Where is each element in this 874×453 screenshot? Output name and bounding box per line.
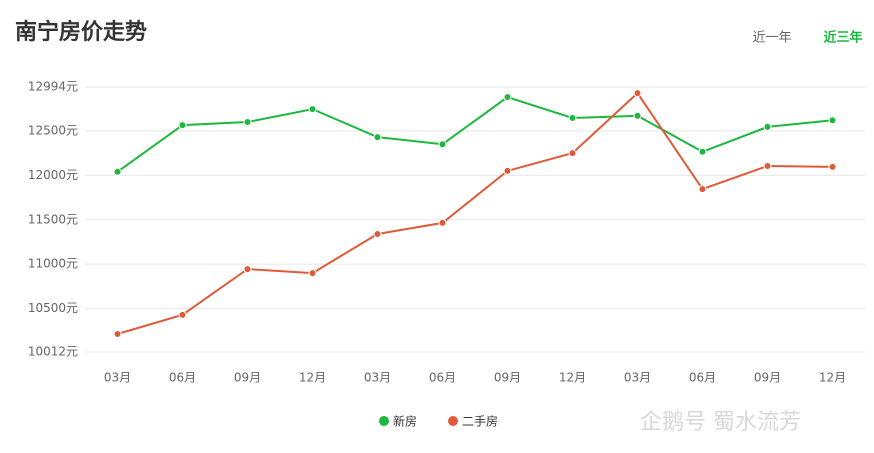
- data-point: [308, 269, 317, 278]
- y-tick-label: 12000元: [28, 168, 78, 182]
- x-tick-label: 06月: [169, 371, 196, 385]
- series-line: [117, 91, 833, 335]
- y-tick-label: 11500元: [28, 212, 78, 226]
- data-point: [698, 147, 707, 156]
- watermark: 企鹅号 蜀水流芳: [640, 410, 801, 435]
- range-tab[interactable]: 近一年: [752, 31, 791, 46]
- y-tick-label: 11000元: [28, 257, 78, 271]
- y-tick-label: 12994元: [28, 80, 78, 94]
- data-point: [373, 229, 382, 238]
- legend-marker[interactable]: [448, 416, 458, 426]
- data-point: [373, 133, 382, 142]
- y-tick-label: 12500元: [28, 123, 78, 137]
- legend-marker[interactable]: [379, 416, 389, 426]
- data-point: [438, 140, 447, 149]
- range-tab[interactable]: 近三年: [823, 30, 862, 46]
- data-point: [763, 162, 772, 171]
- x-tick-label: 03月: [364, 371, 391, 385]
- data-point: [828, 162, 837, 171]
- data-point: [308, 105, 317, 114]
- data-point: [503, 166, 512, 175]
- chart-title: 南宁房价走势: [15, 19, 147, 45]
- x-tick-label: 12月: [819, 371, 846, 385]
- y-tick-label: 10500元: [28, 301, 78, 315]
- x-tick-label: 06月: [429, 371, 456, 385]
- x-tick-label: 09月: [754, 371, 781, 385]
- data-point: [828, 116, 837, 125]
- x-tick-label: 09月: [494, 371, 521, 385]
- data-point: [243, 118, 252, 127]
- x-tick-label: 03月: [104, 371, 131, 385]
- data-point: [503, 93, 512, 102]
- x-tick-label: 03月: [624, 371, 651, 385]
- legend-label[interactable]: 二手房: [462, 414, 498, 429]
- data-point: [568, 114, 577, 123]
- data-point: [763, 122, 772, 131]
- data-point: [113, 329, 122, 338]
- x-tick-label: 09月: [234, 371, 261, 385]
- data-point: [438, 218, 447, 227]
- data-point: [633, 89, 642, 98]
- x-tick-label: 12月: [559, 371, 586, 385]
- data-point: [178, 310, 187, 319]
- x-tick-label: 12月: [299, 371, 326, 385]
- legend-label[interactable]: 新房: [393, 414, 417, 429]
- data-point: [568, 149, 577, 158]
- data-point: [113, 167, 122, 176]
- data-point: [178, 121, 187, 130]
- data-point: [698, 185, 707, 194]
- data-point: [243, 265, 252, 274]
- data-point: [633, 111, 642, 120]
- y-tick-label: 10012元: [28, 345, 78, 359]
- series-line: [116, 96, 833, 173]
- x-tick-label: 06月: [689, 371, 716, 385]
